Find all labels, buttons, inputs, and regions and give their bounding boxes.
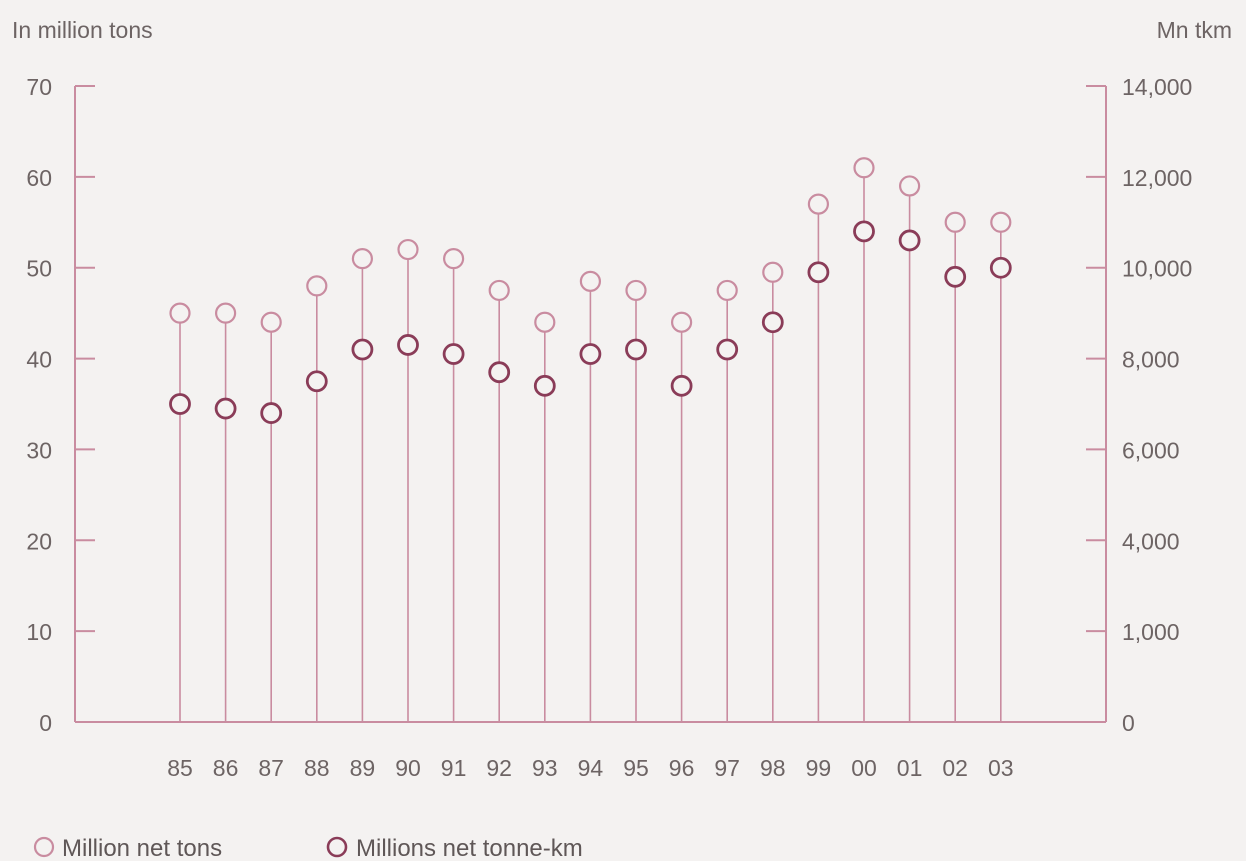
right-tick-label: 4,000 bbox=[1122, 528, 1180, 554]
right-tick-label: 14,000 bbox=[1122, 74, 1192, 100]
left-tick-label: 10 bbox=[26, 619, 52, 645]
point-million-net-tons bbox=[807, 193, 830, 215]
right-tick-label: 10,000 bbox=[1122, 256, 1192, 282]
right-tick-label: 6,000 bbox=[1122, 437, 1180, 463]
point-millions-net-tonne-km bbox=[989, 256, 1012, 279]
legend-marker-net-tons bbox=[33, 836, 55, 858]
point-million-net-tons bbox=[351, 248, 373, 270]
point-millions-net-tonne-km bbox=[169, 393, 191, 415]
point-millions-net-tonne-km bbox=[305, 370, 328, 393]
left-tick-label: 20 bbox=[26, 528, 52, 554]
point-millions-net-tonne-km bbox=[625, 338, 647, 361]
point-million-net-tons bbox=[260, 311, 282, 333]
point-million-net-tons bbox=[397, 238, 419, 261]
point-millions-net-tonne-km bbox=[488, 361, 511, 384]
x-tick-label: 03 bbox=[988, 755, 1014, 781]
right-tick-label: 0 bbox=[1122, 710, 1135, 736]
x-tick-label: 89 bbox=[350, 755, 376, 781]
point-millions-net-tonne-km bbox=[579, 343, 602, 365]
point-million-net-tons bbox=[762, 261, 784, 283]
point-million-net-tons bbox=[625, 279, 647, 302]
legend: Million net tons Millions net tonne-km bbox=[33, 835, 583, 861]
legend-marker-tonne-km bbox=[326, 836, 348, 858]
x-tick-label: 00 bbox=[851, 755, 877, 781]
left-tick-label: 40 bbox=[26, 347, 52, 373]
point-millions-net-tonne-km bbox=[260, 402, 283, 424]
point-million-net-tons bbox=[990, 211, 1012, 233]
x-tick-label: 93 bbox=[532, 755, 558, 781]
left-tick-label: 30 bbox=[26, 437, 52, 463]
left-tick-label: 0 bbox=[39, 710, 52, 736]
point-millions-net-tonne-km bbox=[214, 397, 237, 420]
left-axis-title: In million tons bbox=[12, 17, 153, 43]
point-million-net-tons bbox=[215, 302, 237, 324]
x-tick-label: 01 bbox=[897, 755, 923, 781]
point-millions-net-tonne-km bbox=[944, 265, 967, 288]
right-axis-title: Mn tkm bbox=[1157, 17, 1232, 43]
x-tick-label: 86 bbox=[213, 755, 239, 781]
x-tick-label: 99 bbox=[806, 755, 832, 781]
right-tick-label: 8,000 bbox=[1122, 347, 1180, 373]
legend-label-net-tons: Million net tons bbox=[62, 835, 222, 861]
point-million-net-tons bbox=[716, 279, 738, 302]
left-tick-label: 50 bbox=[26, 256, 52, 282]
point-millions-net-tonne-km bbox=[351, 338, 374, 361]
right-tick-label: 12,000 bbox=[1122, 165, 1192, 191]
point-millions-net-tonne-km bbox=[442, 343, 465, 365]
x-tick-label: 02 bbox=[942, 755, 968, 781]
x-tick-label: 95 bbox=[623, 755, 649, 781]
x-tick-label: 91 bbox=[441, 755, 467, 781]
x-tick-label: 98 bbox=[760, 755, 786, 781]
point-millions-net-tonne-km bbox=[670, 374, 693, 397]
point-millions-net-tonne-km bbox=[853, 220, 875, 243]
x-tick-label: 97 bbox=[714, 755, 740, 781]
x-tick-label: 92 bbox=[486, 755, 512, 781]
point-million-net-tons bbox=[169, 302, 191, 324]
point-millions-net-tonne-km bbox=[761, 311, 784, 334]
x-tick-label: 90 bbox=[395, 755, 421, 781]
point-millions-net-tonne-km bbox=[533, 374, 556, 397]
point-million-net-tons bbox=[670, 311, 693, 333]
point-million-net-tons bbox=[579, 270, 602, 292]
point-millions-net-tonne-km bbox=[807, 261, 830, 284]
point-millions-net-tonne-km bbox=[898, 229, 921, 252]
point-million-net-tons bbox=[488, 279, 510, 302]
point-million-net-tons bbox=[944, 211, 966, 233]
x-tick-label: 94 bbox=[578, 755, 604, 781]
point-million-net-tons bbox=[534, 311, 556, 333]
x-tick-label: 87 bbox=[258, 755, 284, 781]
point-million-net-tons bbox=[853, 157, 875, 179]
point-million-net-tons bbox=[898, 175, 921, 197]
left-tick-label: 60 bbox=[26, 165, 52, 191]
x-tick-label: 85 bbox=[167, 755, 193, 781]
point-million-net-tons bbox=[443, 248, 465, 270]
x-tick-label: 96 bbox=[669, 755, 695, 781]
point-millions-net-tonne-km bbox=[716, 338, 739, 361]
right-tick-label: 1,000 bbox=[1122, 619, 1180, 645]
point-millions-net-tonne-km bbox=[397, 334, 419, 356]
x-tick-label: 88 bbox=[304, 755, 330, 781]
legend-label-tonne-km: Millions net tonne-km bbox=[356, 835, 583, 861]
left-tick-label: 70 bbox=[26, 74, 52, 100]
point-million-net-tons bbox=[306, 275, 328, 297]
